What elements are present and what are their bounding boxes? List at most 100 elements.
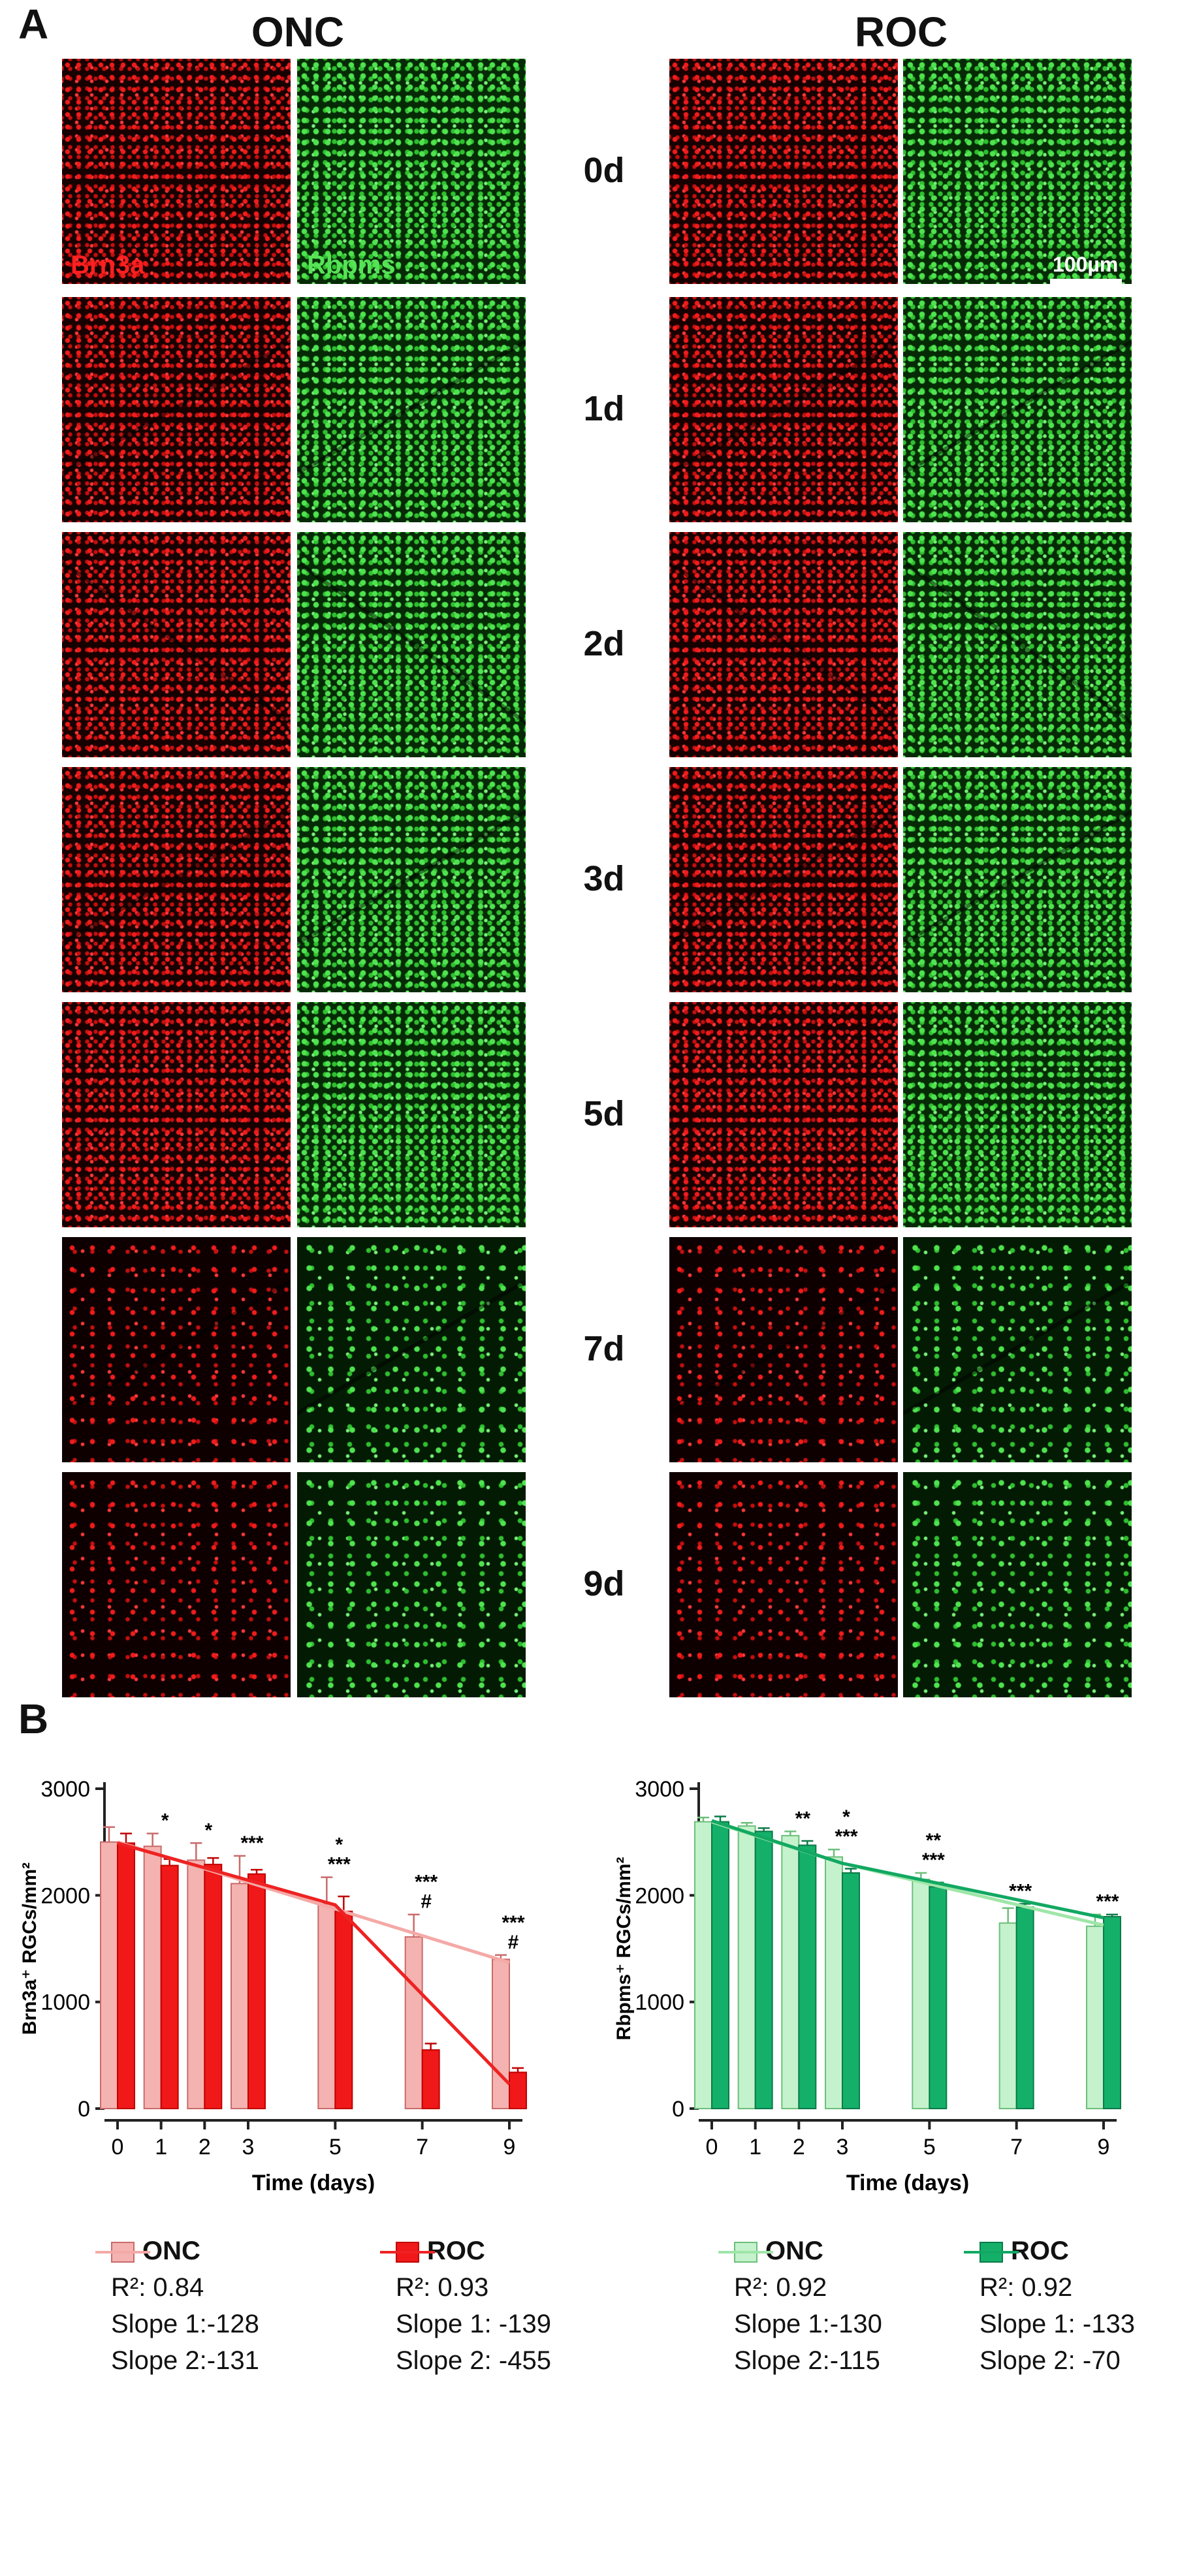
x-tick-label: 2 bbox=[793, 2135, 805, 2160]
micrograph-onc-rbpms-2d bbox=[297, 532, 526, 757]
bar-roc-day-9 bbox=[1103, 1916, 1121, 2109]
y-tick-label: 0 bbox=[78, 2097, 90, 2122]
micrograph-onc-rbpms-0d bbox=[297, 59, 526, 284]
x-tick-label: 5 bbox=[329, 2135, 342, 2160]
micrograph-roc-brn3a-9d bbox=[669, 1472, 898, 1697]
x-tick-label: 7 bbox=[1010, 2135, 1023, 2160]
x-tick-label: 5 bbox=[923, 2135, 936, 2160]
day-label-9d: 9d bbox=[583, 1564, 625, 1603]
bar-onc-day-5 bbox=[317, 1903, 336, 2109]
bar-onc-day-3 bbox=[825, 1856, 843, 2110]
y-tick-label: 2000 bbox=[635, 1883, 684, 1908]
bar-roc-day-2 bbox=[204, 1863, 223, 2109]
bar-roc-day-0 bbox=[117, 1842, 135, 2110]
x-tick-label: 7 bbox=[416, 2135, 428, 2160]
legend-slope1: Slope 1: -133 bbox=[980, 2310, 1135, 2338]
micrograph-roc-rbpms-1d bbox=[903, 297, 1132, 522]
micrograph-roc-brn3a-0d bbox=[669, 59, 898, 284]
bar-onc-day-1 bbox=[143, 1846, 162, 2109]
bar-onc-day-7 bbox=[404, 1936, 423, 2109]
significance-mark: *** bbox=[240, 1832, 263, 1854]
x-tick-label: 3 bbox=[836, 2135, 849, 2160]
legend-name: ONC bbox=[765, 2237, 823, 2265]
bar-onc-day-1 bbox=[737, 1825, 756, 2110]
micrograph-roc-brn3a-2d bbox=[669, 532, 898, 757]
scale-bar bbox=[1050, 279, 1122, 287]
scale-bar-label: 100µm bbox=[1053, 253, 1119, 276]
bar-roc-day-7 bbox=[1015, 1906, 1034, 2110]
x-tick-label: 1 bbox=[155, 2135, 167, 2160]
legend-slope1: Slope 1: -139 bbox=[396, 2310, 551, 2338]
micrograph-roc-rbpms-9d bbox=[903, 1472, 1132, 1697]
bar-onc-day-9 bbox=[1086, 1925, 1104, 2109]
bar-onc-day-2 bbox=[187, 1859, 206, 2110]
x-axis-label: Time (days) bbox=[252, 2171, 375, 2193]
micrograph-roc-brn3a-5d bbox=[669, 1002, 898, 1227]
significance-mark: *** bbox=[922, 1849, 945, 1871]
significance-mark: * bbox=[204, 1819, 212, 1841]
micrograph-roc-rbpms-2d bbox=[903, 532, 1132, 757]
trend-line-roc bbox=[711, 1819, 1104, 1920]
onc-column-title: ONC bbox=[251, 8, 345, 55]
micrograph-onc-brn3a-2d bbox=[62, 532, 291, 757]
day-label-3d: 3d bbox=[583, 859, 625, 898]
legend-rbpms-onc: ONC R²: 0.92 Slope 1:-130 Slope 2:-115 bbox=[718, 2233, 882, 2379]
day-label-1d: 1d bbox=[583, 389, 625, 428]
micrograph-roc-rbpms-7d bbox=[903, 1237, 1132, 1462]
bar-roc-day-2 bbox=[798, 1844, 817, 2109]
legend-name: ROC bbox=[1011, 2237, 1069, 2265]
legend-slope2: Slope 2:-115 bbox=[734, 2346, 880, 2375]
legend-swatch-brn3a-onc bbox=[95, 2242, 150, 2263]
y-tick-label: 3000 bbox=[40, 1777, 90, 1802]
micrograph-onc-rbpms-7d bbox=[297, 1237, 526, 1462]
significance-mark: * bbox=[335, 1834, 343, 1856]
y-tick-label: 1000 bbox=[635, 1990, 684, 2015]
x-tick-label: 9 bbox=[503, 2135, 516, 2160]
legend-swatch-rbpms-roc bbox=[964, 2242, 1019, 2263]
significance-mark: ** bbox=[795, 1808, 811, 1829]
micrograph-onc-brn3a-7d bbox=[62, 1237, 291, 1462]
bar-onc-day-0 bbox=[694, 1821, 712, 2109]
micrograph-onc-brn3a-9d bbox=[62, 1472, 291, 1697]
panel-a-letter: A bbox=[18, 1, 49, 48]
y-tick-label: 3000 bbox=[635, 1777, 684, 1802]
significance-mark: *** bbox=[1009, 1880, 1032, 1902]
y-tick-label: 0 bbox=[672, 2097, 684, 2122]
significance-mark: *** bbox=[1096, 1891, 1119, 1913]
micrograph-onc-rbpms-3d bbox=[297, 767, 526, 992]
significance-mark: *** bbox=[328, 1854, 351, 1876]
y-axis-label: Brn3a⁺ RGCs/mm² bbox=[19, 1862, 40, 2035]
micrograph-onc-rbpms-9d bbox=[297, 1472, 526, 1697]
legend-slope1: Slope 1:-128 bbox=[111, 2310, 259, 2338]
significance-mark: ** bbox=[926, 1830, 942, 1851]
roc-column-title: ROC bbox=[854, 8, 948, 55]
micrograph-onc-brn3a-0d bbox=[62, 59, 291, 284]
bar-roc-day-7 bbox=[421, 2049, 440, 2109]
micrograph-roc-rbpms-3d bbox=[903, 767, 1132, 992]
significance-mark: *** bbox=[835, 1826, 857, 1847]
micrograph-onc-brn3a-5d bbox=[62, 1002, 291, 1227]
x-tick-label: 3 bbox=[242, 2135, 255, 2160]
legend-slope1: Slope 1:-130 bbox=[734, 2310, 882, 2338]
legend-name: ROC bbox=[427, 2237, 485, 2265]
y-tick-label: 1000 bbox=[40, 1990, 90, 2015]
legend-swatch-rbpms-onc bbox=[718, 2242, 773, 2263]
legend-r2: R²: 0.93 bbox=[396, 2273, 489, 2302]
bar-onc-day-9 bbox=[492, 1958, 510, 2110]
x-tick-label: 1 bbox=[749, 2135, 761, 2160]
significance-mark: * bbox=[842, 1806, 850, 1828]
panel-b-letter: B bbox=[18, 1695, 49, 1742]
day-label-0d: 0d bbox=[583, 151, 625, 190]
bar-onc-day-5 bbox=[912, 1878, 931, 2109]
bar-onc-day-0 bbox=[100, 1841, 118, 2110]
micrograph-onc-brn3a-1d bbox=[62, 297, 291, 522]
significance-mark: # bbox=[421, 1891, 432, 1913]
legend-slope2: Slope 2: -70 bbox=[980, 2346, 1121, 2375]
micrograph-roc-rbpms-5d bbox=[903, 1002, 1132, 1227]
bar-roc-day-1 bbox=[754, 1830, 773, 2109]
micrograph-roc-brn3a-7d bbox=[669, 1237, 898, 1462]
legend-slope2: Slope 2: -455 bbox=[396, 2346, 551, 2375]
y-axis-label: Rbpms⁺ RGCs/mm² bbox=[613, 1857, 635, 2041]
micrograph-onc-rbpms-1d bbox=[297, 297, 526, 522]
